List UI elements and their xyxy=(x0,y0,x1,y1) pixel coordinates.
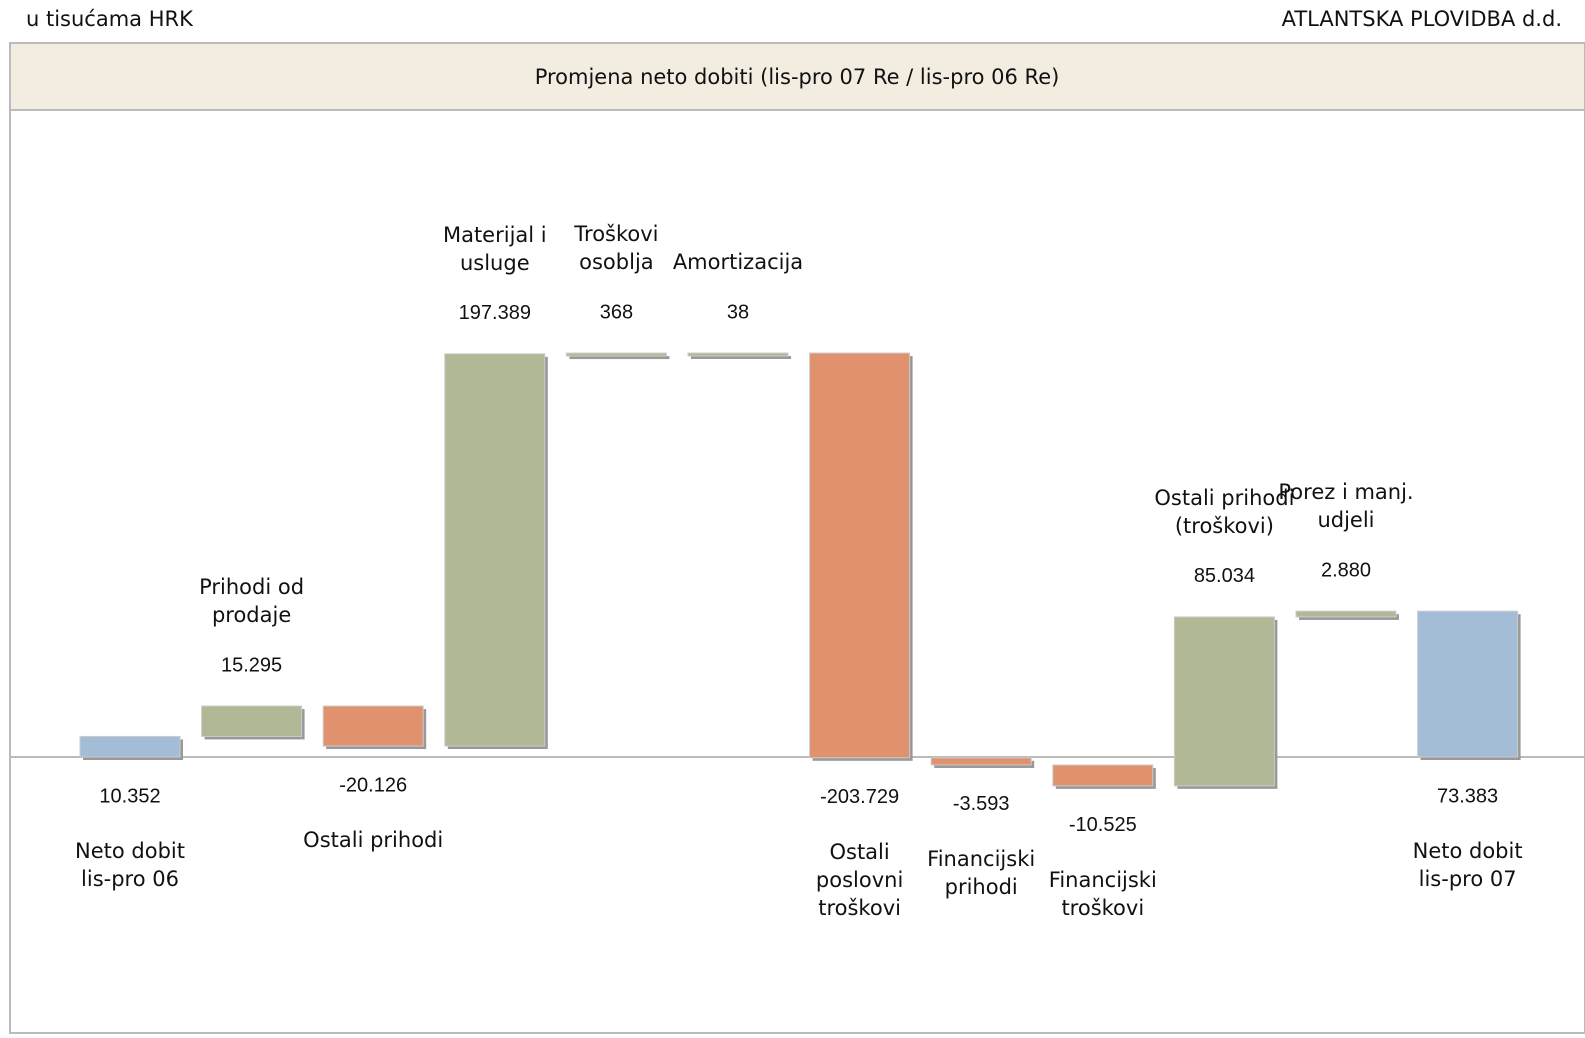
category-label: lis-pro 07 xyxy=(1419,867,1517,891)
bar xyxy=(1052,764,1154,787)
category-label: usluge xyxy=(460,251,530,275)
company-name: ATLANTSKA PLOVIDBA d.d. xyxy=(1282,7,1562,31)
bar xyxy=(1295,610,1397,618)
category-label: Financijski xyxy=(927,847,1035,871)
value-label: -20.126 xyxy=(339,774,407,796)
category-label: Neto dobit xyxy=(1413,839,1523,863)
category-label: Prihodi od xyxy=(199,575,304,599)
value-label: 10.352 xyxy=(99,785,160,807)
value-label: -10.525 xyxy=(1069,814,1137,836)
category-label: troškovi xyxy=(1061,896,1144,920)
category-label: Ostali prihodi xyxy=(1154,486,1294,510)
category-label: Amortizacija xyxy=(673,250,803,274)
value-label: 73.383 xyxy=(1437,785,1498,807)
category-label: Ostali prihodi xyxy=(303,828,443,852)
category-label: Troškovi xyxy=(573,222,658,246)
category-label: prihodi xyxy=(945,875,1018,899)
bar xyxy=(565,352,667,357)
category-label: (troškovi) xyxy=(1175,514,1274,538)
category-label: troškovi xyxy=(818,896,901,920)
category-label: prodaje xyxy=(212,603,291,627)
value-label: 2.880 xyxy=(1321,559,1371,581)
category-label: Ostali xyxy=(829,840,889,864)
bar xyxy=(1417,610,1519,758)
value-label: 15.295 xyxy=(221,654,282,676)
value-label: -203.729 xyxy=(820,786,899,808)
category-label: Neto dobit xyxy=(75,839,185,863)
bar xyxy=(687,352,789,357)
value-label: 197.389 xyxy=(459,302,531,324)
category-label: Materijal i xyxy=(443,223,547,247)
category-label: osoblja xyxy=(579,250,654,274)
bar xyxy=(930,757,1032,766)
category-label: udjeli xyxy=(1317,508,1374,532)
category-label: Porez i manj. xyxy=(1278,480,1413,504)
bar xyxy=(1173,616,1275,787)
bar-shadow xyxy=(691,356,791,359)
value-label: 38 xyxy=(727,301,749,323)
bar xyxy=(79,735,181,758)
value-label: 368 xyxy=(600,301,633,323)
bar xyxy=(322,705,424,747)
category-label: Financijski xyxy=(1049,868,1157,892)
chart-title: Promjena neto dobiti (lis-pro 07 Re / li… xyxy=(535,65,1060,89)
value-label: 85.034 xyxy=(1194,565,1255,587)
unit-note: u tisućama HRK xyxy=(26,7,194,31)
value-label: -3.593 xyxy=(953,793,1010,815)
bar xyxy=(444,353,546,747)
category-label: poslovni xyxy=(816,868,903,892)
title-band xyxy=(9,42,1585,111)
category-label: lis-pro 06 xyxy=(81,867,179,891)
bar xyxy=(809,352,911,759)
bar-shadow xyxy=(569,356,670,360)
chart-frame xyxy=(9,42,1585,1034)
bar xyxy=(201,705,303,737)
